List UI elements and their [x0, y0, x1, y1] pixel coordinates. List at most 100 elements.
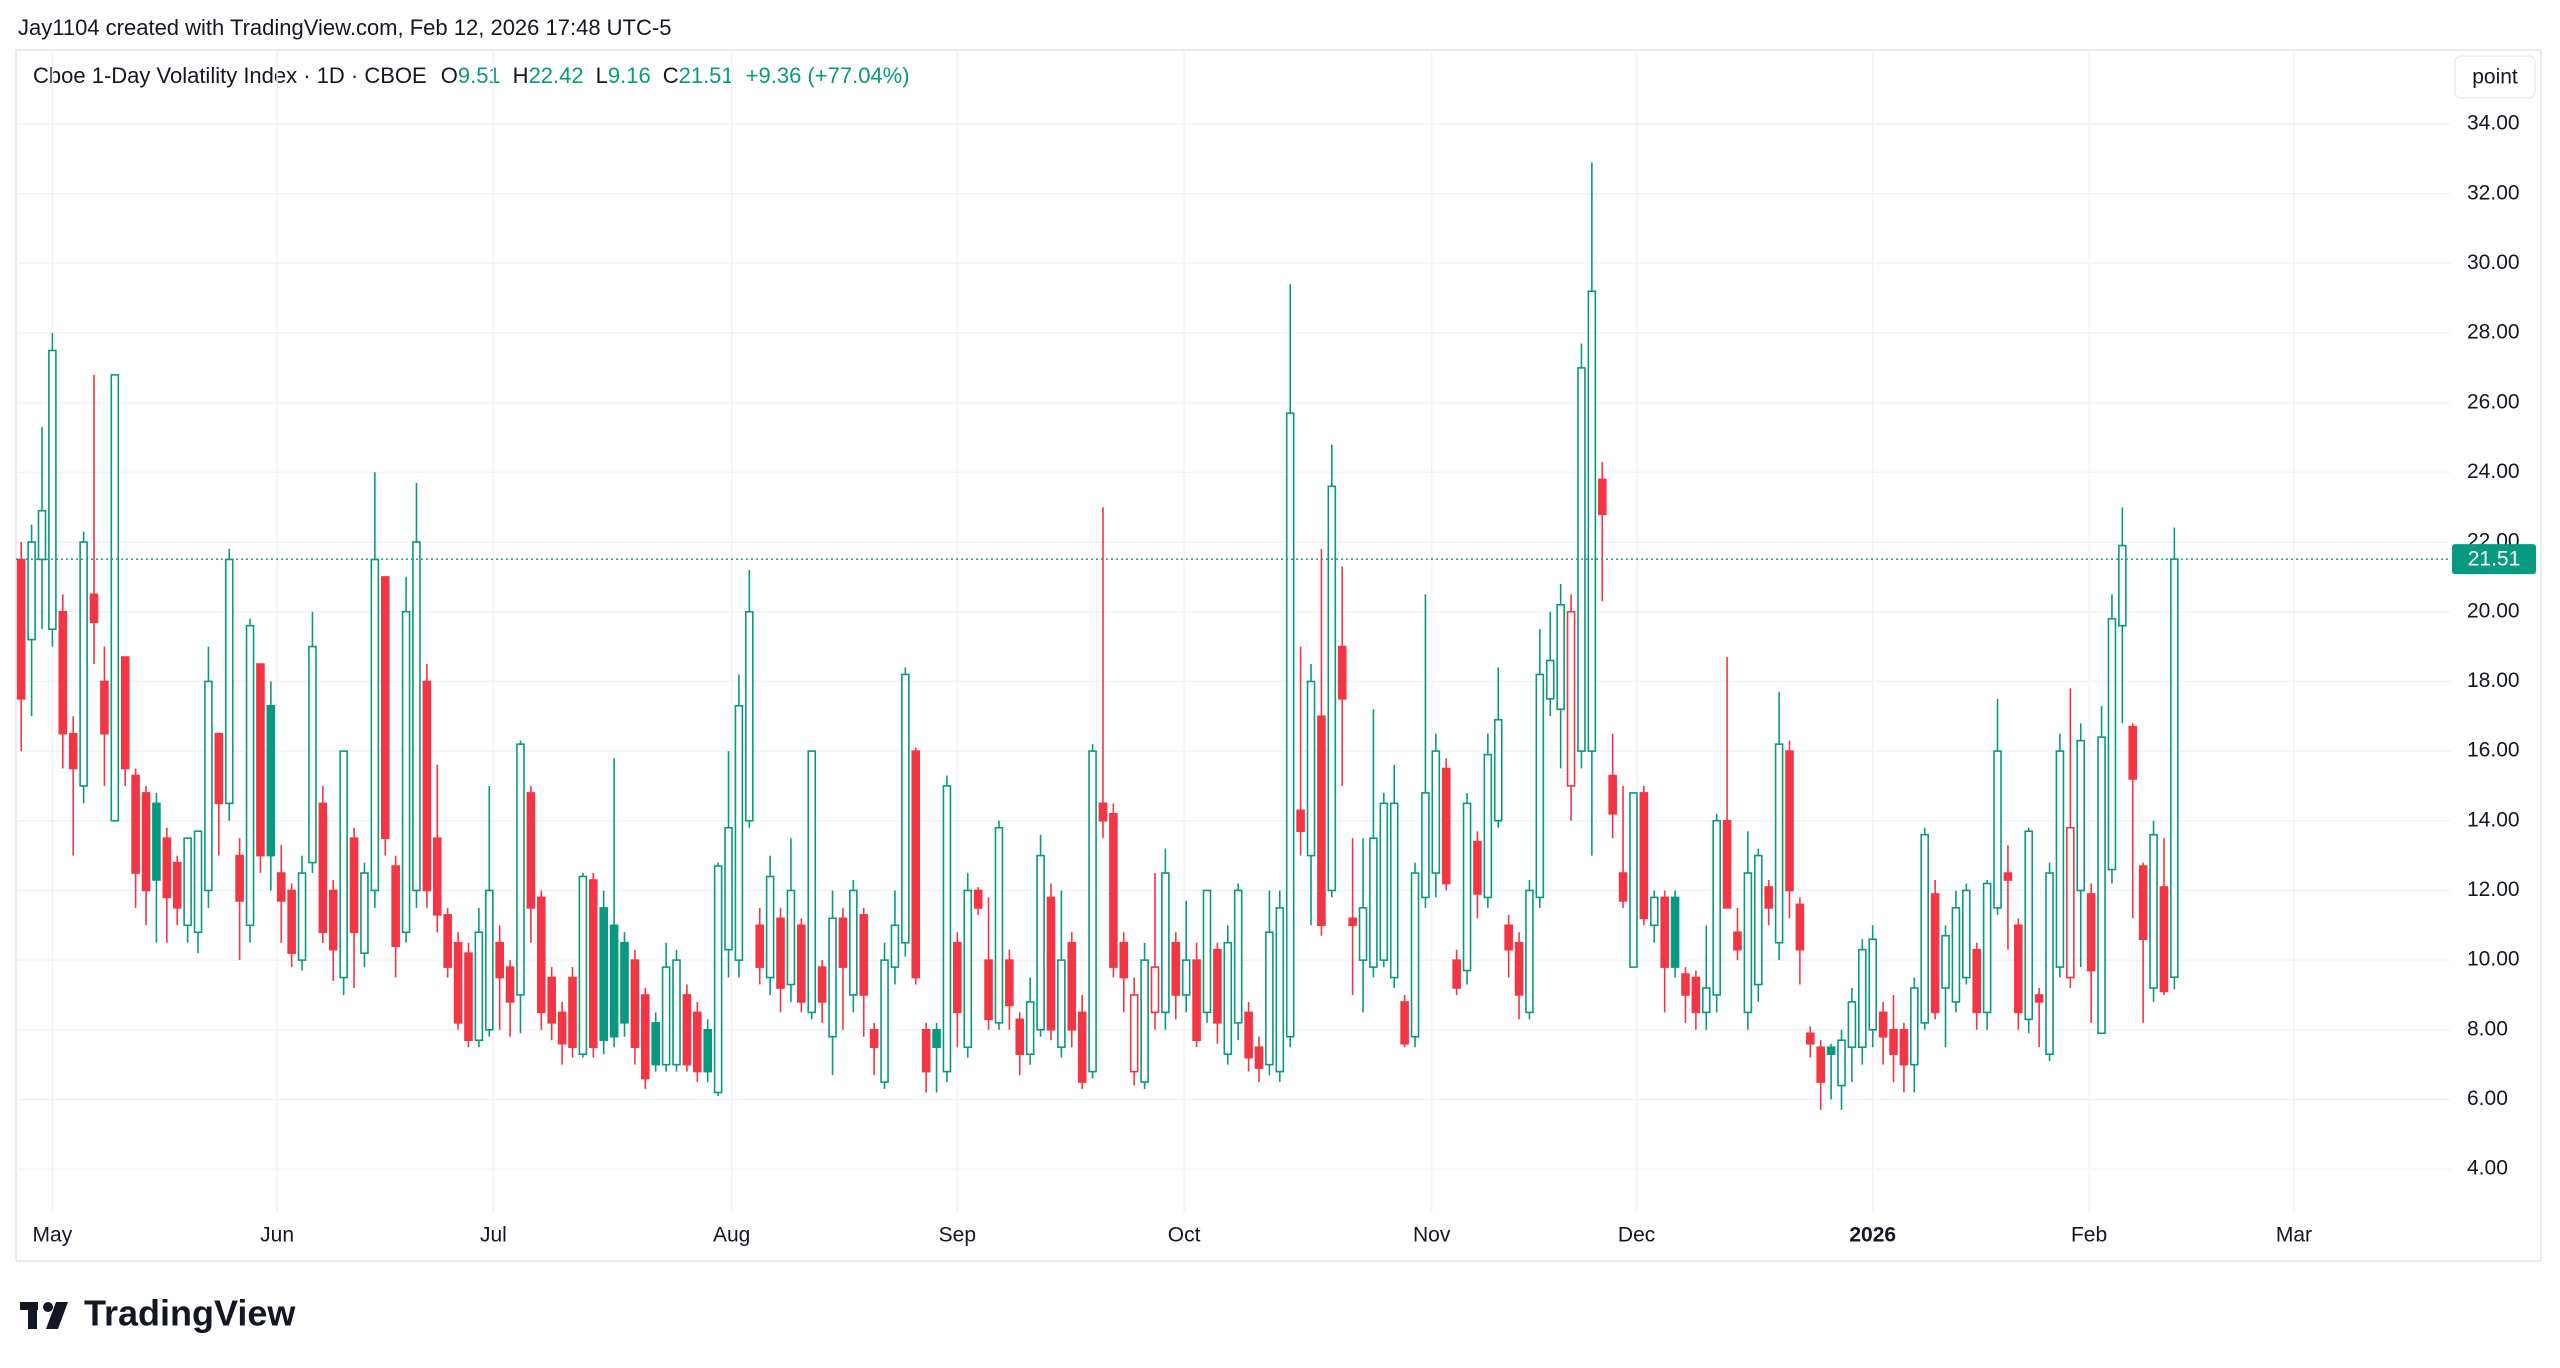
y-tick-label: 24.00 — [2467, 460, 2520, 483]
candle-body — [1254, 1046, 1264, 1069]
candle-body — [1910, 987, 1919, 1066]
candle-body — [1119, 941, 1129, 979]
candle-body — [1837, 1039, 1846, 1087]
legend-key: H — [513, 63, 529, 88]
candle-body — [2128, 725, 2138, 780]
candle-body — [1473, 840, 1482, 895]
candle-body — [1587, 290, 1597, 752]
logo-mark — [46, 1302, 68, 1329]
candle-body — [1941, 934, 1950, 989]
candle-body — [932, 1029, 941, 1049]
candle-body — [1556, 603, 1565, 711]
candle-body — [2003, 872, 2013, 881]
candle-body — [1337, 645, 1347, 700]
candle-body — [474, 931, 484, 1042]
candle-body — [1431, 750, 1441, 874]
candle-body — [1670, 896, 1680, 968]
candle-body — [817, 966, 827, 1003]
candle-body — [1774, 743, 1784, 944]
candle-body — [1129, 994, 1139, 1073]
candle-body — [162, 837, 172, 899]
last-price-label: 21.51 — [2468, 548, 2521, 571]
candle-body — [1265, 931, 1274, 1066]
y-axis-unit[interactable]: point — [2472, 66, 2518, 89]
candle-body — [1545, 659, 1555, 700]
candle-body — [2097, 736, 2106, 1035]
legend: Cboe 1-Day Volatility Index · 1D · CBOE … — [33, 63, 910, 88]
candle-body — [1296, 809, 1305, 833]
candle-body — [2149, 833, 2158, 989]
y-tick-label: 16.00 — [2467, 739, 2520, 762]
candle-body — [401, 610, 411, 934]
candle-body — [620, 941, 629, 1024]
candle-body — [1566, 610, 1576, 787]
candle-body — [297, 872, 307, 961]
candle-body — [1816, 1046, 1825, 1083]
candle-body — [641, 994, 650, 1080]
candle-body — [1077, 1011, 1087, 1083]
candle-body — [1483, 753, 1493, 899]
candle-body — [672, 959, 681, 1066]
candle-body — [1046, 896, 1056, 1031]
chart-frame — [15, 49, 2542, 1262]
candle-body — [1858, 948, 1867, 1049]
candle-body — [682, 994, 692, 1066]
candle-body — [1348, 917, 1357, 927]
candle-body — [1140, 959, 1149, 1083]
logo-mark — [28, 1302, 37, 1329]
candle-body — [984, 959, 993, 1021]
candle-body — [266, 705, 276, 857]
y-tick-label: 20.00 — [2467, 599, 2520, 622]
candle-body — [1701, 987, 1711, 1014]
candle-body — [1192, 959, 1201, 1042]
candle-body — [2014, 924, 2023, 1014]
candle-body — [1306, 680, 1316, 857]
candle-body — [890, 924, 900, 968]
candles — [16, 162, 2179, 1110]
legend-key: L — [596, 63, 608, 88]
candle-body — [536, 896, 546, 1014]
candle-body — [1327, 485, 1337, 892]
logo: TradingView — [20, 1293, 296, 1334]
candle-body — [776, 917, 785, 989]
candle-body — [432, 837, 442, 916]
candle-body — [2118, 544, 2127, 627]
candle-body — [1878, 1011, 1888, 1038]
legend-key: C — [663, 63, 679, 88]
candle-body — [339, 750, 348, 979]
y-tick-label: 34.00 — [2467, 112, 2520, 135]
candle-body — [120, 656, 130, 770]
candle-body — [588, 879, 598, 1049]
candle-body — [308, 645, 317, 864]
candle-body — [1400, 1001, 1409, 1045]
candle-body — [349, 837, 359, 934]
logo-text: TradingView — [84, 1293, 296, 1334]
candle-body — [1171, 941, 1181, 996]
candle-body — [2076, 739, 2086, 892]
legend-change: +9.36 (+77.04%) — [746, 63, 910, 88]
candle-body — [2066, 826, 2075, 979]
x-tick-label: Jul — [480, 1224, 507, 1247]
candle-body — [1743, 872, 1753, 1014]
candle-body — [328, 889, 338, 951]
candle-body — [1369, 837, 1378, 968]
candle-body — [152, 802, 161, 881]
candle-body — [1733, 931, 1742, 951]
candle-body — [609, 924, 619, 1038]
candle-body — [1421, 792, 1430, 899]
candle-body — [921, 1029, 931, 1073]
candle-body — [630, 959, 640, 1049]
x-tick-label: Jun — [260, 1224, 294, 1247]
candle-body — [58, 610, 68, 735]
candle-body — [495, 941, 504, 979]
legend-title: Cboe 1-Day Volatility Index · 1D · CBOE — [33, 63, 427, 88]
unit-button[interactable] — [2454, 55, 2536, 99]
candle-body — [765, 875, 775, 979]
candle-body — [973, 889, 983, 909]
candle-body — [547, 976, 556, 1024]
candle-body — [79, 541, 88, 787]
candle-body — [911, 750, 921, 979]
candle-body — [557, 1011, 567, 1045]
candle-body — [1639, 792, 1649, 920]
candle-body — [1098, 802, 1108, 822]
